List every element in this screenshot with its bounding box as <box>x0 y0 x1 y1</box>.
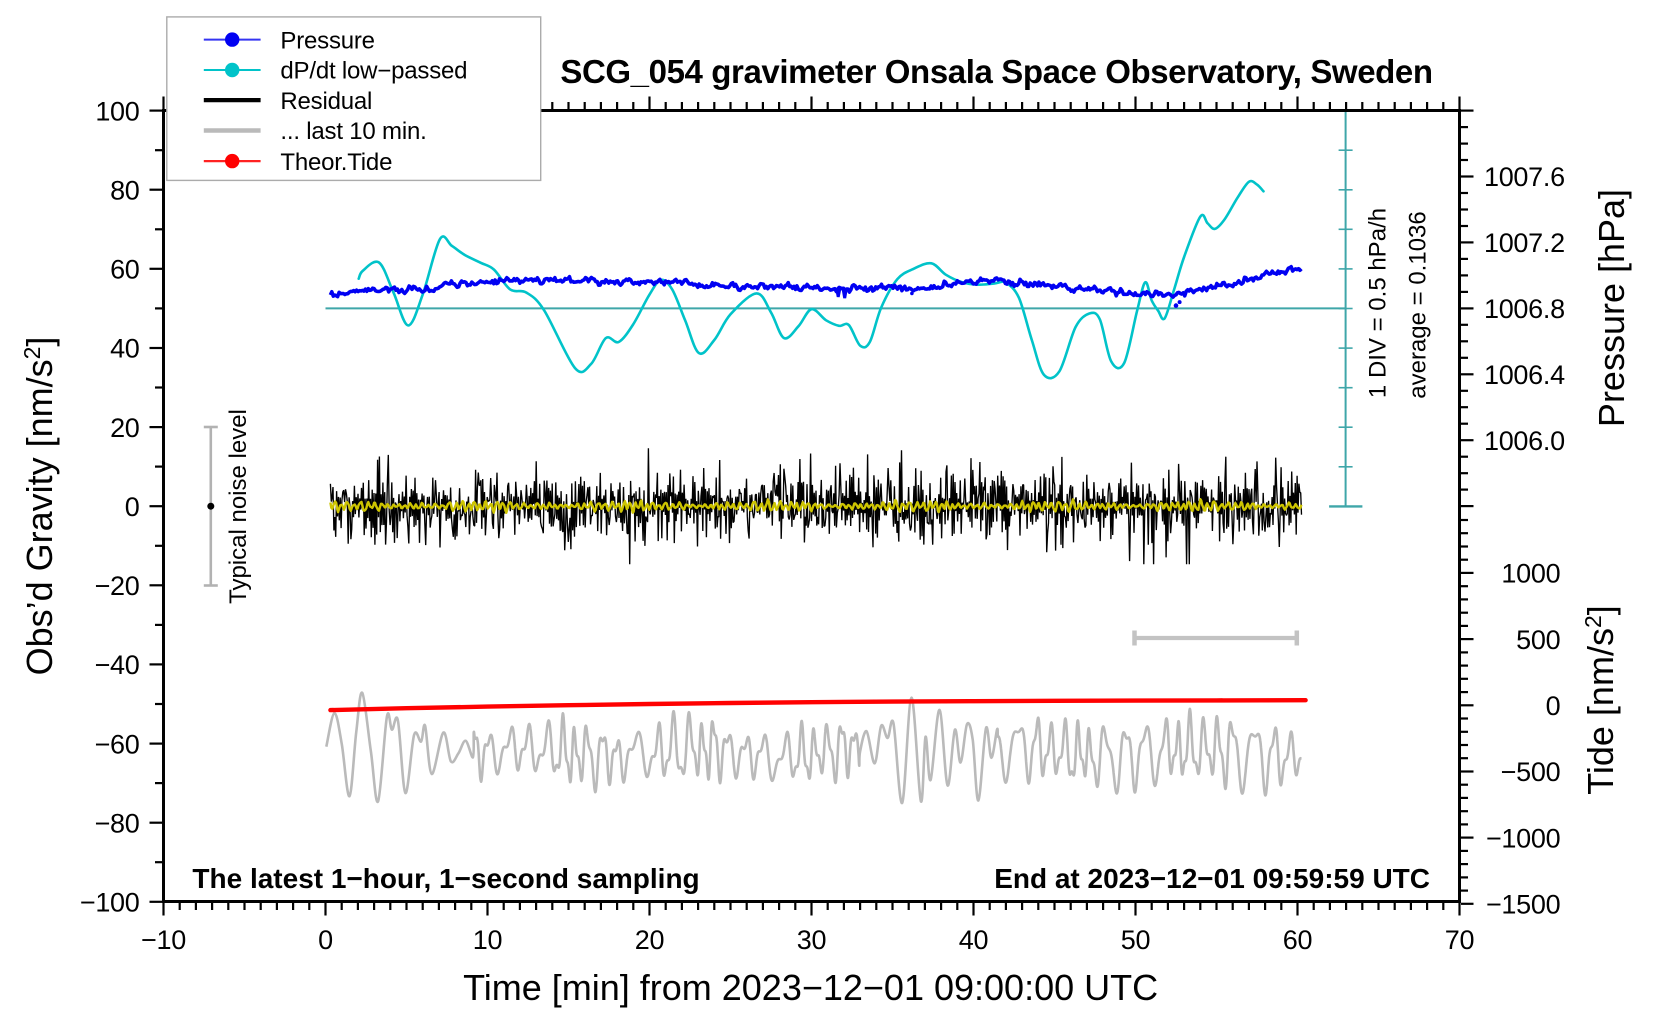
svg-text:−60: −60 <box>95 729 140 759</box>
svg-text:SCG_054 gravimeter Onsala Spac: SCG_054 gravimeter Onsala Space Observat… <box>560 53 1432 90</box>
svg-text:−20: −20 <box>95 571 140 601</box>
svg-text:500: 500 <box>1516 625 1560 655</box>
svg-text:−10: −10 <box>141 925 186 955</box>
svg-text:−100: −100 <box>80 888 140 918</box>
svg-text:0: 0 <box>318 925 333 955</box>
svg-text:1007.6: 1007.6 <box>1484 162 1565 192</box>
svg-text:Theor.Tide: Theor.Tide <box>280 149 392 176</box>
svg-text:End at 2023−12−01 09:59:59 UTC: End at 2023−12−01 09:59:59 UTC <box>994 863 1430 894</box>
svg-text:−40: −40 <box>95 650 140 680</box>
svg-text:20: 20 <box>110 413 139 443</box>
svg-text:50: 50 <box>1121 925 1150 955</box>
svg-text:Time [min] from 2023−12−01 09:: Time [min] from 2023−12−01 09:00:00 UTC <box>463 967 1158 1008</box>
svg-text:... last 10 min.: ... last 10 min. <box>280 118 426 145</box>
svg-text:10: 10 <box>473 925 502 955</box>
svg-text:30: 30 <box>797 925 826 955</box>
svg-text:The latest 1−hour, 1−second sa: The latest 1−hour, 1−second sampling <box>192 863 699 894</box>
svg-text:80: 80 <box>110 175 139 205</box>
svg-text:60: 60 <box>110 255 139 285</box>
svg-text:Residual: Residual <box>280 88 372 115</box>
svg-text:100: 100 <box>95 96 139 126</box>
svg-text:dP/dt low−passed: dP/dt low−passed <box>280 58 467 85</box>
svg-text:1000: 1000 <box>1501 559 1560 589</box>
svg-text:−1000: −1000 <box>1486 823 1560 853</box>
svg-text:Tide [nm/s2]: Tide [nm/s2] <box>1580 605 1621 795</box>
svg-text:60: 60 <box>1283 925 1312 955</box>
svg-text:Obs’d Gravity [nm/s2]: Obs’d Gravity [nm/s2] <box>19 337 60 676</box>
svg-text:−500: −500 <box>1501 757 1561 787</box>
svg-text:1006.8: 1006.8 <box>1484 294 1565 324</box>
svg-text:40: 40 <box>110 334 139 364</box>
svg-text:−80: −80 <box>95 808 140 838</box>
svg-text:0: 0 <box>125 492 140 522</box>
svg-text:20: 20 <box>635 925 664 955</box>
svg-text:70: 70 <box>1445 925 1474 955</box>
svg-text:40: 40 <box>959 925 988 955</box>
svg-text:−1500: −1500 <box>1486 890 1560 920</box>
svg-text:Pressure: Pressure <box>280 27 374 54</box>
svg-text:Pressure [hPa]: Pressure [hPa] <box>1591 189 1632 427</box>
svg-text:average = 0.1036: average = 0.1036 <box>1405 211 1432 399</box>
svg-text:Typical noise level: Typical noise level <box>225 409 252 604</box>
svg-text:1006.0: 1006.0 <box>1484 426 1565 456</box>
svg-text:1007.2: 1007.2 <box>1484 228 1565 258</box>
svg-text:1 DIV = 0.5 hPa/h: 1 DIV = 0.5 hPa/h <box>1364 208 1391 398</box>
svg-text:1006.4: 1006.4 <box>1484 360 1565 390</box>
svg-text:0: 0 <box>1546 691 1561 721</box>
